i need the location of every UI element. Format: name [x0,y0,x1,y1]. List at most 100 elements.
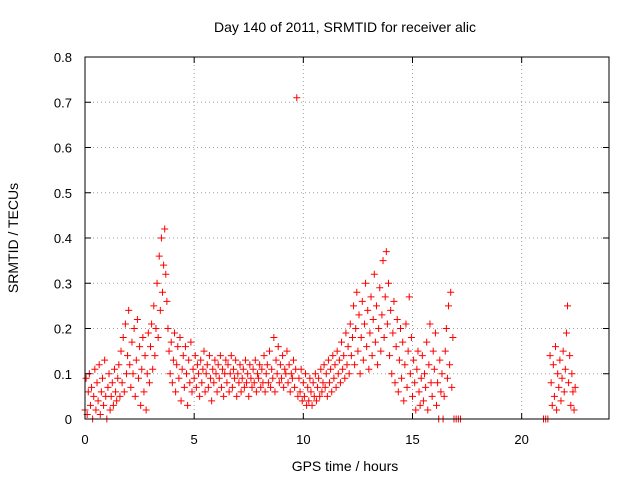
data-point [556,356,564,364]
data-point [114,374,122,382]
data-point [372,302,380,310]
data-point [190,374,198,382]
data-point [106,406,114,414]
data-point [274,343,282,351]
data-point [137,401,145,409]
data-point [269,374,277,382]
data-point [377,347,385,355]
data-point [94,397,102,405]
data-point [434,379,442,387]
data-point [91,365,99,373]
data-point [347,352,355,360]
data-point [566,352,574,360]
data-point [180,383,188,391]
data-point [351,361,359,369]
data-point [413,365,421,373]
data-point [568,370,576,378]
data-point [293,94,301,102]
data-point [256,361,264,369]
data-point [562,329,570,337]
x-tick-labels: 0 5 10 15 20 [81,432,529,447]
data-point [357,334,365,342]
data-point [331,361,339,369]
data-point [98,374,106,382]
data-point [161,225,169,233]
data-point [342,329,350,337]
y-axis-label: SRMTID / TECUs [5,183,21,293]
data-point [341,374,349,382]
data-point [570,406,578,414]
data-point [264,379,272,387]
data-point [167,338,175,346]
data-point [202,370,210,378]
data-point [441,347,449,355]
data-point [107,392,115,400]
data-point [84,388,92,396]
data-point [154,334,162,342]
data-point [344,343,352,351]
data-point [332,383,340,391]
data-point [198,379,206,387]
data-point [236,361,244,369]
data-point [316,392,324,400]
data-point [415,388,423,396]
data-point [90,392,98,400]
data-point [275,379,283,387]
data-point [220,392,228,400]
data-point [173,361,181,369]
data-point [261,388,269,396]
data-point [241,356,249,364]
y-tick-label: 0.1 [54,367,72,382]
data-point [557,397,565,405]
data-point [416,401,424,409]
data-point [311,370,319,378]
data-point [262,370,270,378]
data-point [307,388,315,396]
data-point [151,352,159,360]
data-point [149,365,157,373]
data-point [101,356,109,364]
data-point [157,234,165,242]
data-point [153,279,161,287]
y-tick-label: 0 [65,412,72,427]
data-point [395,356,403,364]
data-point [433,401,441,409]
data-point [175,374,183,382]
data-point [422,383,430,391]
data-point [411,379,419,387]
data-point [314,383,322,391]
data-point [263,361,271,369]
data-point [204,383,212,391]
data-point [426,320,434,328]
data-point [86,401,94,409]
chart-title: Day 140 of 2011, SRMTID for receiver ali… [214,19,476,35]
data-point [109,401,117,409]
data-point [294,392,302,400]
data-point [265,347,273,355]
data-point [243,379,251,387]
data-point [382,248,390,256]
data-point [118,379,126,387]
data-point [437,388,445,396]
data-point [554,370,562,378]
data-point [223,379,231,387]
data-point [163,297,171,305]
data-point [250,379,258,387]
data-point [95,361,103,369]
data-point [177,397,185,405]
data-point [210,379,218,387]
data-point [113,397,121,405]
data-point [283,347,291,355]
data-point [164,325,172,332]
data-point [356,370,364,378]
data-point [567,401,575,409]
data-point [148,320,156,328]
data-point [340,352,348,360]
data-point [257,383,265,391]
data-point [197,356,205,364]
data-point [407,334,415,342]
data-point [239,365,247,373]
data-point [179,352,187,360]
data-point [276,361,284,369]
data-point [297,365,305,373]
